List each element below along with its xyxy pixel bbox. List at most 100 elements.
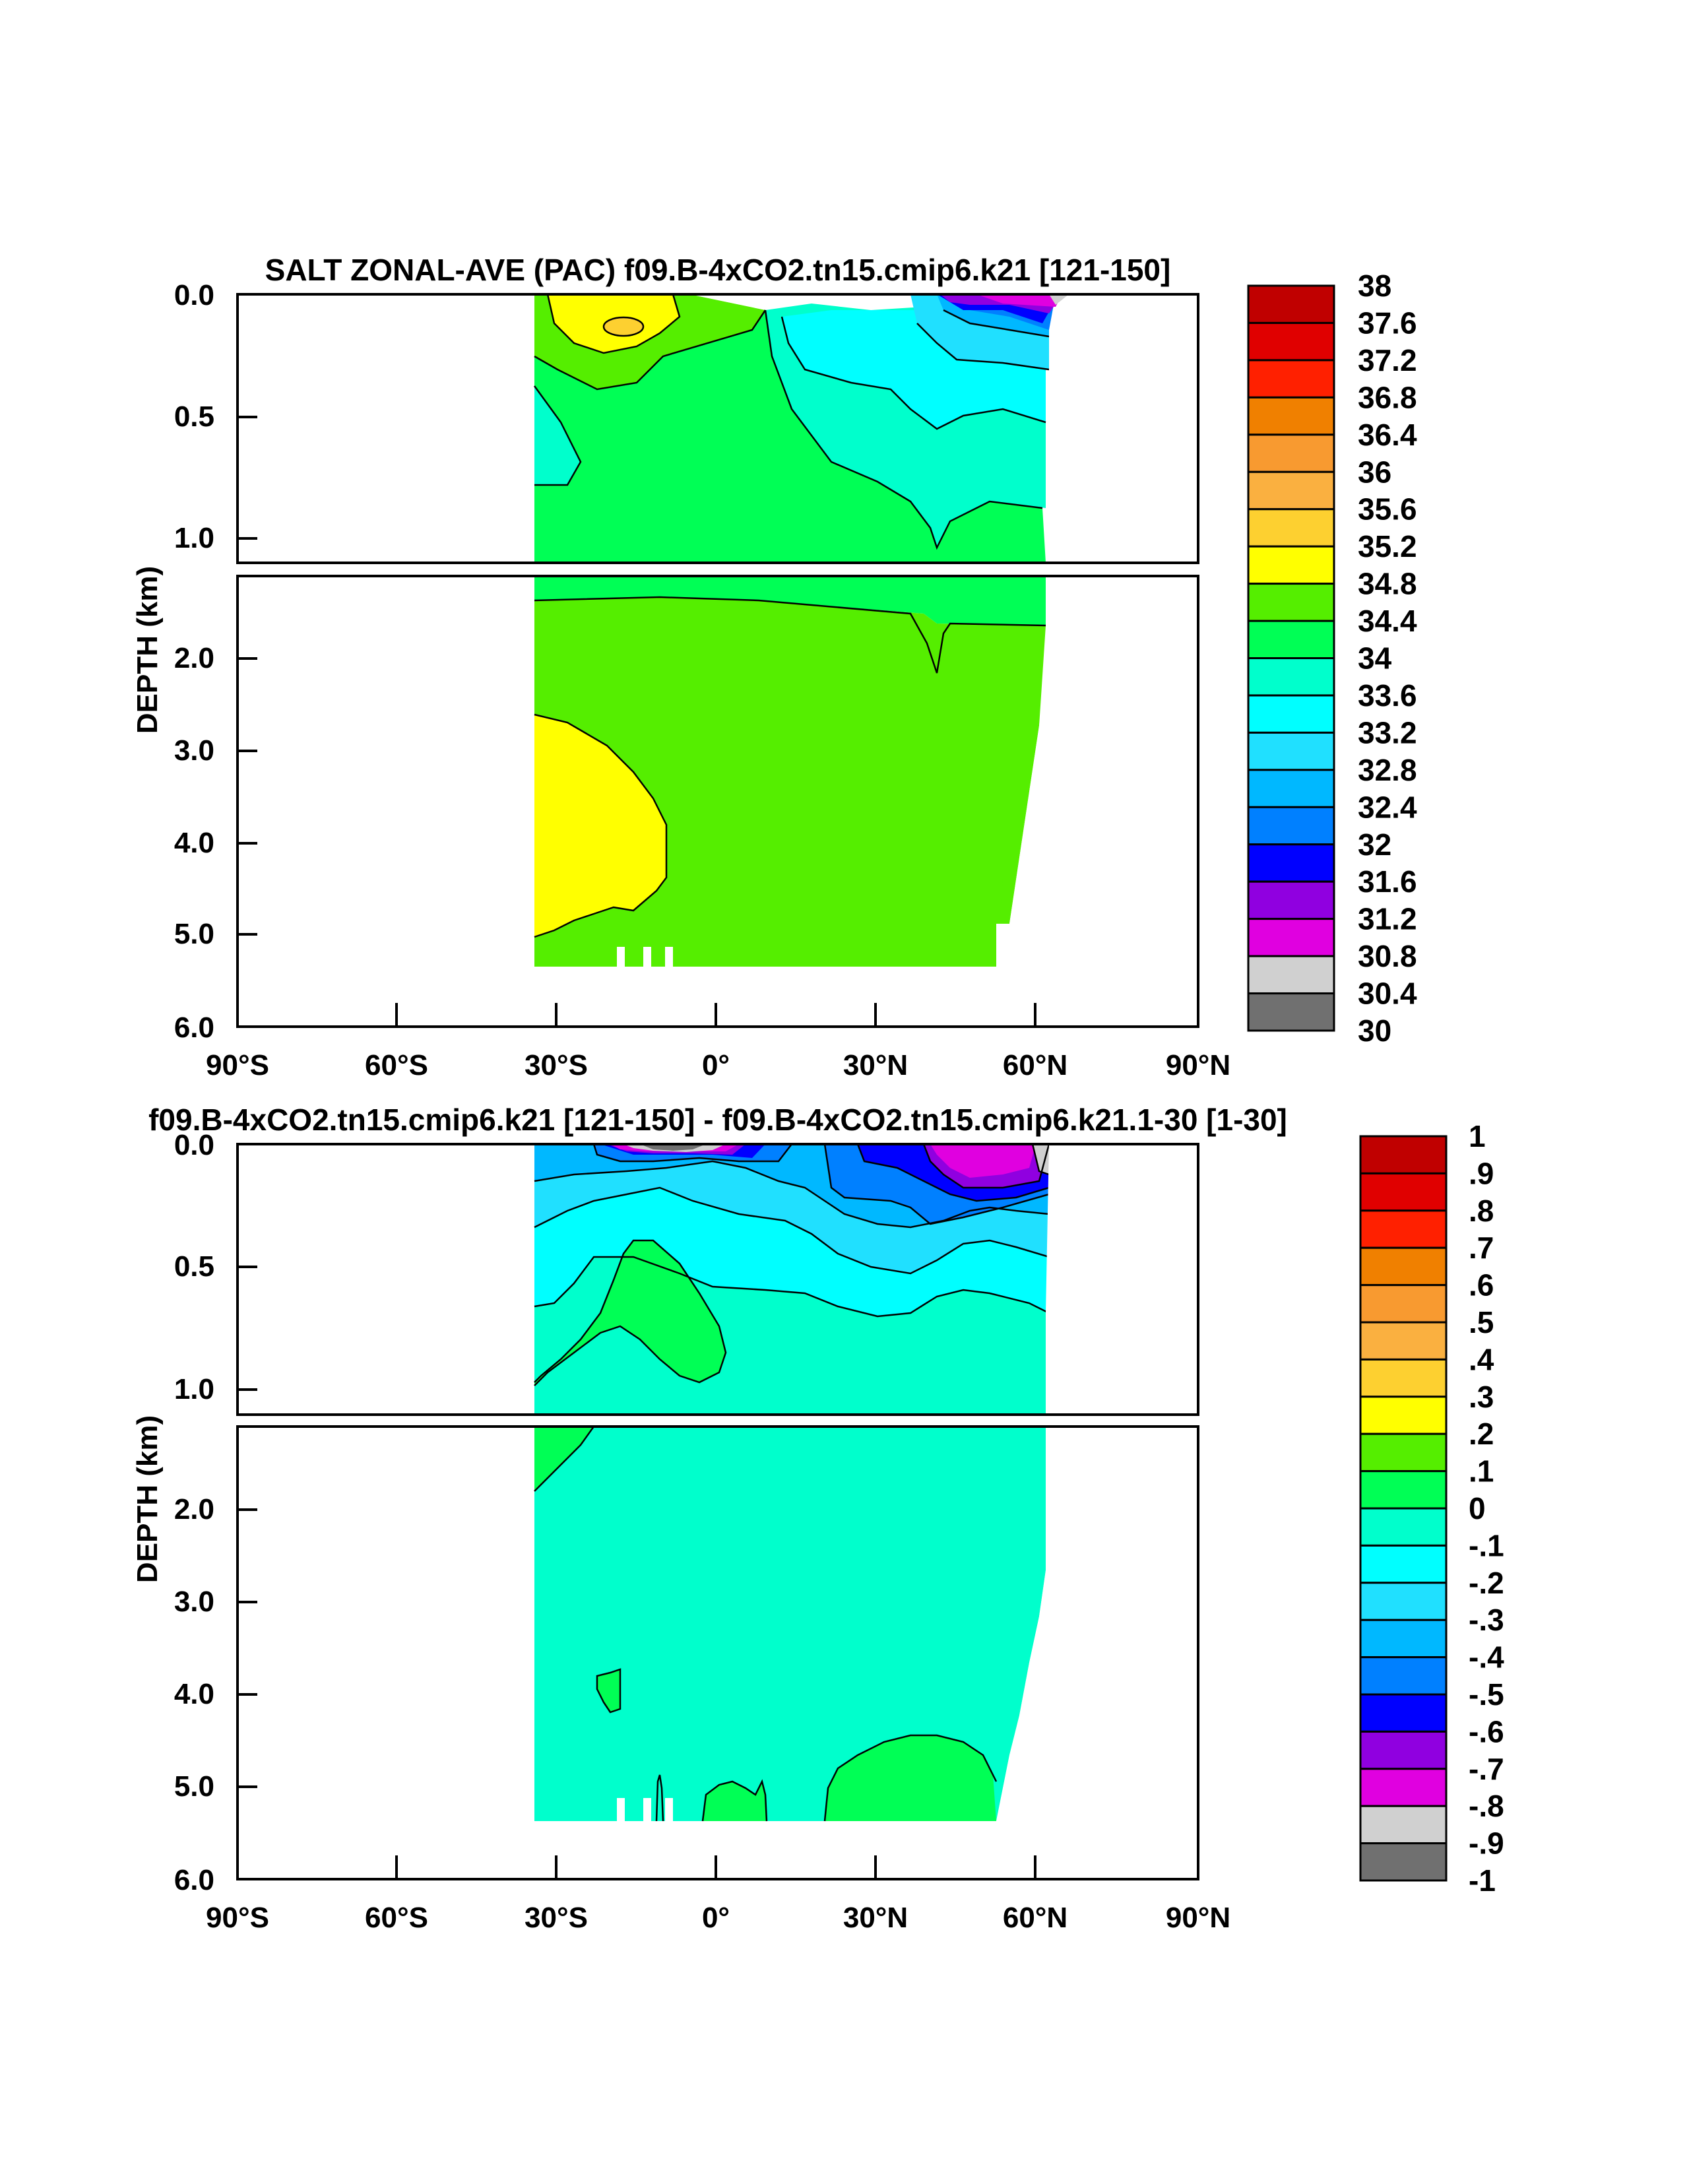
field-minus-1 <box>640 1144 706 1151</box>
chart2-lower-frame <box>236 1425 1199 1880</box>
y-tick-label: 5.0 <box>174 1770 214 1803</box>
y-tick-label: 1.0 <box>174 1373 214 1405</box>
y-tick-label: 2.0 <box>174 1493 214 1526</box>
chart1-x-ticks <box>395 1003 1036 1027</box>
chart2-y-ticks <box>238 1266 257 1788</box>
contour-line <box>534 713 668 938</box>
colorbar-swatch <box>1247 284 1335 324</box>
colorbar-swatch <box>1359 1172 1448 1212</box>
contour-line <box>534 1427 595 1492</box>
colorbar-swatch <box>1359 1693 1448 1733</box>
colorbar-label: 37.6 <box>1358 305 1417 340</box>
colorbar-label: 36 <box>1358 455 1391 489</box>
colorbar-label: -.3 <box>1469 1603 1504 1637</box>
seafloor-gap <box>617 1798 625 1824</box>
contour-line <box>1031 1144 1050 1176</box>
colorbar-swatch <box>1247 508 1335 548</box>
colorbar-swatch <box>1247 694 1335 734</box>
colorbar-label: 30.4 <box>1358 977 1417 1011</box>
x-tick-label: 30°N <box>843 1902 908 1934</box>
colorbar-label: 32.4 <box>1358 790 1417 824</box>
chart2-y-axis-label: DEPTH (km) <box>131 1415 164 1583</box>
colorbar-label: -.4 <box>1469 1640 1504 1675</box>
colorbar-label: 32 <box>1358 827 1391 862</box>
colorbar-label: .3 <box>1469 1380 1494 1414</box>
y-tick-label: 3.0 <box>174 734 214 767</box>
x-tick-label: 30°S <box>525 1049 588 1081</box>
contour-line <box>764 309 1043 550</box>
colorbar-swatch <box>1247 396 1335 436</box>
field-35-2 <box>604 317 643 336</box>
colorbar-label: 38 <box>1358 269 1391 303</box>
x-tick-label: 0° <box>702 1902 730 1934</box>
colorbar-label: -.7 <box>1469 1752 1504 1786</box>
colorbar-label: .5 <box>1469 1305 1494 1339</box>
colorbar-swatch <box>1359 1619 1448 1659</box>
contour-line <box>534 1186 1050 1275</box>
chart1-y-axis-label: DEPTH (km) <box>131 566 164 734</box>
field-34-4-bottom-2 <box>534 944 996 967</box>
colorbar-swatch <box>1359 1396 1448 1435</box>
field-0-bottom-mid <box>703 1782 767 1821</box>
chart1-y-ticks <box>238 416 257 936</box>
field-30-8 <box>976 294 1062 307</box>
field-0-blob <box>597 1669 620 1712</box>
chart2-upper-frame <box>236 1143 1199 1416</box>
contour-line <box>546 294 681 354</box>
y-tick-label: 4.0 <box>174 827 214 859</box>
chart2-title: f09.B-4xCO2.tn15.cmip6.k21 [121-150] - f… <box>148 1103 1287 1137</box>
colorbar-swatch <box>1247 769 1335 808</box>
colorbar-label: 32.8 <box>1358 753 1417 787</box>
colorbar-label: -.2 <box>1469 1566 1504 1600</box>
x-tick-label: 90°N <box>1166 1902 1230 1934</box>
colorbar-swatch <box>1247 843 1335 883</box>
colorbar-label: .8 <box>1469 1194 1494 1228</box>
colorbar-label: -.1 <box>1469 1528 1504 1562</box>
contour-line <box>534 1256 1050 1318</box>
chart-salt-zonal-average: SALT ZONAL-AVE (PAC) f09.B-4xCO2.tn15.cm… <box>131 253 1417 1081</box>
contour-line <box>655 1774 664 1822</box>
y-tick-label: 0.5 <box>174 401 214 433</box>
chart2-colorbar: 1.9.8.7.6.5.4.3.2.10-.1-.2-.3-.4-.5-.6-.… <box>1359 1119 1504 1898</box>
x-tick-label: 60°N <box>1003 1049 1068 1081</box>
contour-line <box>533 385 582 486</box>
colorbar-label: 36.4 <box>1358 418 1417 452</box>
colorbar-swatch <box>1359 1470 1448 1510</box>
colorbar-label: 34.4 <box>1358 604 1417 638</box>
contour-line <box>534 596 1046 674</box>
land-mask-north <box>996 1427 1198 1879</box>
land-mask-north <box>1049 330 1198 563</box>
field-34 <box>534 310 1046 563</box>
colorbar-swatch <box>1247 359 1335 399</box>
colorbar-label: .4 <box>1469 1342 1494 1376</box>
colorbar-swatch <box>1247 434 1335 473</box>
colorbar-label: .7 <box>1469 1231 1494 1265</box>
contour-line <box>602 316 645 337</box>
colorbar-label: -1 <box>1469 1863 1496 1898</box>
colorbar-swatch <box>1247 545 1335 585</box>
contour-line <box>592 1144 792 1163</box>
y-tick-label: 0.0 <box>174 1129 214 1161</box>
colorbar-label: 30 <box>1358 1013 1391 1048</box>
colorbar-swatch <box>1247 880 1335 920</box>
colorbar-label: -.6 <box>1469 1714 1504 1749</box>
x-tick-label: 0° <box>702 1049 730 1081</box>
y-tick-label: 0.0 <box>174 279 214 311</box>
field-minus-1-north <box>1033 1144 1049 1174</box>
contour-line <box>596 1668 621 1714</box>
colorbar-label: 31.6 <box>1358 864 1417 899</box>
colorbar-label: 34 <box>1358 641 1392 676</box>
colorbar-label: 36.8 <box>1358 380 1417 414</box>
colorbar-swatch <box>1359 1358 1448 1398</box>
colorbar-swatch <box>1359 1321 1448 1361</box>
chart1-colorbar: 3837.637.236.836.43635.635.234.834.43433… <box>1247 269 1417 1048</box>
field-0 <box>534 1240 726 1415</box>
colorbar-swatch <box>1359 1582 1448 1621</box>
colorbar-swatch <box>1359 1209 1448 1249</box>
colorbar-swatch <box>1359 1135 1448 1174</box>
colorbar-swatch <box>1359 1284 1448 1324</box>
x-tick-label: 30°S <box>525 1902 588 1934</box>
land-mask-north <box>996 576 1198 1027</box>
colorbar-label: .6 <box>1469 1268 1494 1302</box>
